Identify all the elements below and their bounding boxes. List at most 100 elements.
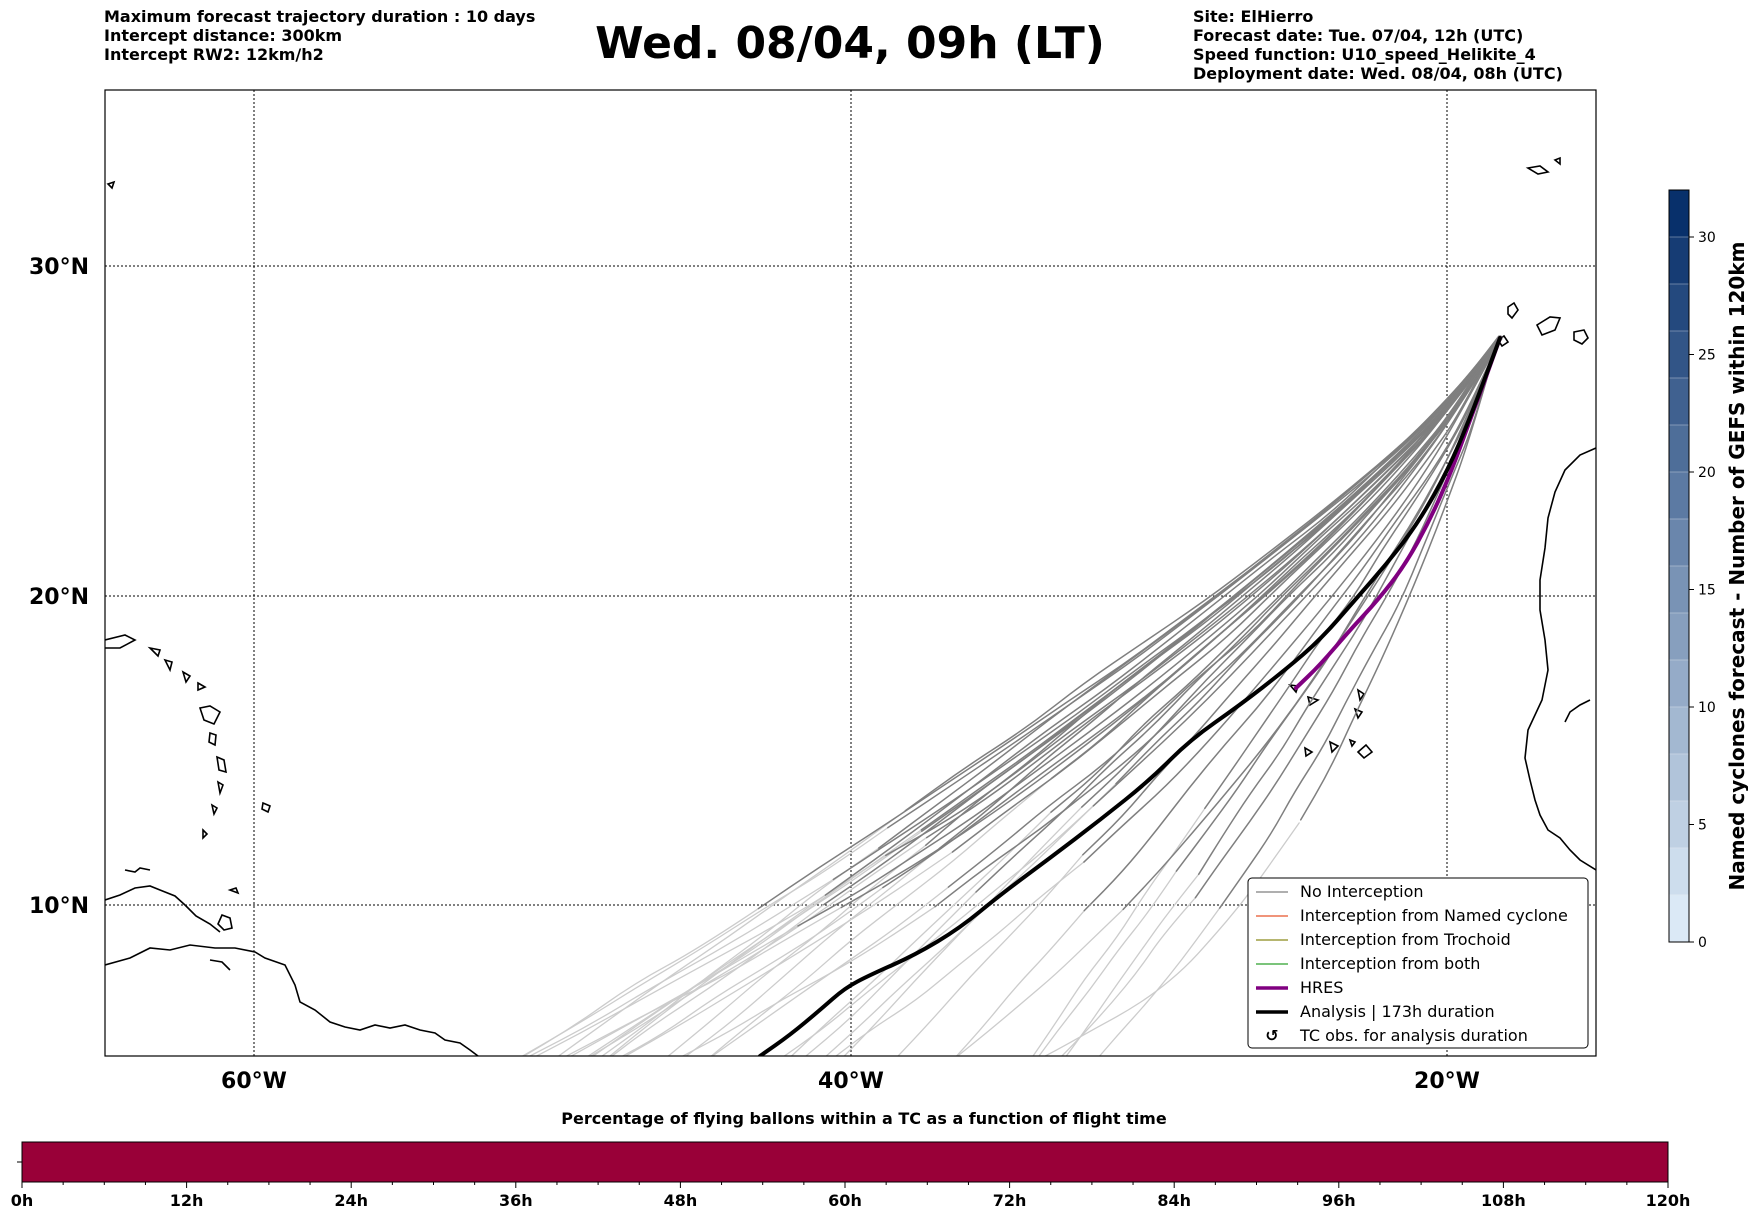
ensemble-trajectory (1122, 336, 1503, 911)
legend-item: Interception from both (1256, 954, 1480, 973)
time-bar-tick-label: 84h (1157, 1191, 1191, 1210)
colorbar-band (1669, 660, 1689, 708)
ensemble-trajectory-late (783, 805, 1094, 1056)
ensemble-trajectory (1083, 337, 1502, 863)
y-tick-label: 20°N (29, 585, 89, 610)
coastlines (105, 156, 1596, 1056)
island-fuerteventura (1535, 316, 1562, 337)
island-st-lucia (216, 780, 224, 796)
time-bar-ticks: 0h 12h 24h 36h 48h 60h 72h 84h 96h 108h 120h (11, 1182, 1691, 1210)
page-title: Wed. 08/04, 09h (LT) (595, 18, 1105, 69)
time-bar-tick-label: 0h (11, 1191, 34, 1210)
ensemble-trajectory (975, 336, 1500, 893)
colorbar-label: Named cyclones forecast - Number of GEFS… (1725, 242, 1748, 891)
time-bar: Percentage of flying ballons within a TC… (11, 1109, 1691, 1210)
island-leeward-3 (197, 681, 207, 692)
island-guadeloupe (198, 705, 222, 726)
island-cape-verde-3 (1356, 688, 1366, 703)
ensemble-trajectory (920, 338, 1501, 831)
map-y-axis: 30°N 20°N 10°N (29, 255, 89, 919)
header-intercept-distance: Intercept distance: 300km (104, 26, 343, 45)
colorbar-band (1669, 801, 1689, 849)
header-max-duration: Maximum forecast trajectory duration : 1… (104, 7, 536, 26)
ensemble-trajectory-late (790, 811, 1052, 1056)
ensemble-trajectory-late (681, 906, 936, 1056)
ensemble-trajectory (1218, 337, 1499, 909)
ensemble-trajectory-late (624, 851, 954, 1056)
colorbar-tick-label: 10 (1698, 700, 1716, 716)
ensemble-trajectory (1204, 339, 1501, 810)
ensemble-trajectory-late (608, 894, 827, 1056)
colorbar-band (1669, 895, 1689, 943)
island-madeira (1525, 165, 1550, 175)
island-leeward-1 (163, 658, 173, 673)
island-lanzarote (1507, 301, 1519, 320)
ensemble-trajectory-late (834, 861, 1085, 1056)
island-tobago (227, 887, 240, 895)
ensemble-trajectory (1092, 338, 1502, 807)
island-porto-santo (1553, 156, 1561, 166)
island-curacao (124, 867, 151, 873)
colorbar-band (1669, 848, 1689, 896)
header-speed-function: Speed function: U10_speed_Helikite_4 (1193, 45, 1536, 64)
map-frame (104, 89, 1597, 1057)
island-barbados (261, 801, 271, 814)
ensemble-trajectory (882, 338, 1502, 889)
colorbar-band (1669, 237, 1689, 285)
colorbar-frame (1668, 189, 1690, 943)
y-tick-label: 30°N (29, 255, 89, 280)
ensemble-trajectory-late (1065, 873, 1200, 1056)
island-gran-canaria (1573, 329, 1589, 345)
coast-africa (1524, 447, 1596, 871)
colorbar-tick-label: 30 (1698, 230, 1716, 246)
island-cape-verde-8 (1348, 738, 1357, 748)
colorbar-tick-label: 20 (1698, 465, 1716, 481)
map-x-axis: 60°W 40°W 20°W (221, 1069, 1480, 1094)
colorbar-band (1669, 519, 1689, 567)
ensemble-trajectory-late (710, 777, 1053, 1056)
ensemble-trajectory-late (955, 909, 1085, 1056)
coast-venezuela-north (105, 885, 221, 933)
ensemble-trajectory-late (528, 878, 835, 1056)
island-leeward-2 (181, 670, 192, 684)
island-cape-verde-7 (1356, 743, 1374, 760)
y-tick-label: 10°N (29, 894, 89, 919)
time-bar-tick-label: 120h (1646, 1191, 1691, 1210)
legend-item: HRES (1256, 978, 1343, 997)
ensemble-trajectory (938, 337, 1501, 850)
ensemble-trajectory-late (897, 854, 1084, 1056)
legend-item: Interception from Named cyclone (1256, 906, 1568, 925)
ensemble-trajectory (1299, 337, 1500, 821)
time-bar-tick-label: 108h (1481, 1191, 1526, 1210)
time-bar-tick-label: 36h (499, 1191, 533, 1210)
time-bar-tick-label: 96h (1322, 1191, 1356, 1210)
colorbar-tick-label: 15 (1698, 583, 1716, 599)
ensemble-trajectory (934, 338, 1502, 908)
header-right-info: Site: ElHierro Forecast date: Tue. 07/04… (1193, 7, 1563, 83)
ensemble-trajectory (887, 336, 1500, 829)
header-deployment-date: Deployment date: Wed. 08/04, 08h (UTC) (1193, 64, 1563, 83)
island-dominica (208, 731, 217, 747)
trajectory-layer (521, 335, 1503, 1056)
legend-box (1247, 877, 1589, 1049)
header-site: Site: ElHierro (1193, 7, 1314, 26)
ensemble-trajectory-late (557, 810, 906, 1056)
time-bar-tick-label: 72h (993, 1191, 1027, 1210)
colorbar-band (1669, 284, 1689, 332)
ensemble-trajectory-late (535, 854, 887, 1056)
island-cape-verde-5 (1328, 740, 1340, 754)
island-cape-verde-6 (1304, 746, 1314, 758)
colorbar-band (1669, 425, 1689, 473)
colorbar-band (1669, 378, 1689, 426)
ensemble-trajectory (925, 338, 1500, 846)
coast-guyana (209, 959, 231, 971)
colorbar-band (1669, 707, 1689, 755)
time-bar-tick-label: 60h (828, 1191, 862, 1210)
island-virgin (105, 634, 137, 649)
tc-obs-symbol-icon: ↺ (1265, 1026, 1278, 1045)
ensemble-trajectory (1083, 336, 1502, 912)
colorbar-tick-label: 0 (1698, 935, 1707, 951)
legend-label: Interception from both (1300, 954, 1480, 973)
legend-item: Interception from Trochoid (1256, 930, 1511, 949)
ensemble-trajectory (1081, 335, 1502, 808)
